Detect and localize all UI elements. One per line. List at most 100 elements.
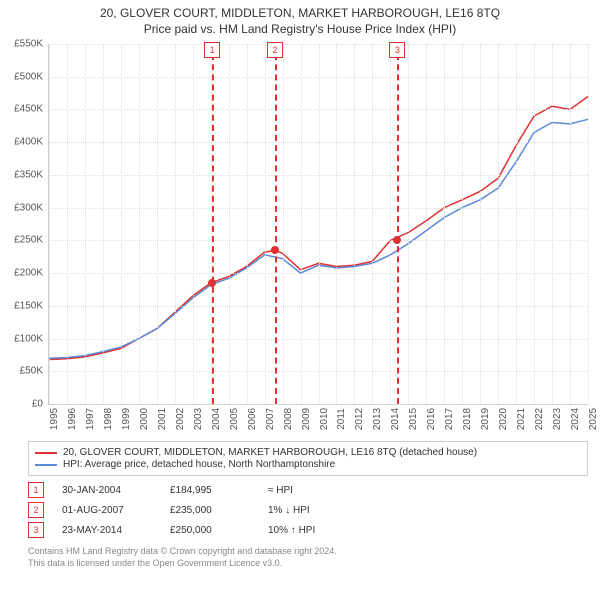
grid-line-v	[283, 44, 284, 404]
transaction-price: £235,000	[170, 505, 250, 516]
x-axis-label: 2017	[444, 408, 455, 430]
transaction-price: £184,995	[170, 485, 250, 496]
y-axis-label: £0	[1, 399, 43, 410]
grid-line-v	[319, 44, 320, 404]
transaction-badge: 2	[28, 502, 44, 518]
y-axis-label: £500K	[1, 71, 43, 82]
event-dot	[208, 279, 216, 287]
x-axis-label: 1995	[49, 408, 60, 430]
x-axis-label: 1998	[103, 408, 114, 430]
grid-line-v	[372, 44, 373, 404]
y-axis-label: £350K	[1, 169, 43, 180]
event-dot	[271, 246, 279, 254]
x-axis-label: 2015	[408, 408, 419, 430]
chart-title: 20, GLOVER COURT, MIDDLETON, MARKET HARB…	[0, 0, 600, 36]
x-axis-label: 2008	[283, 408, 294, 430]
title-subtitle: Price paid vs. HM Land Registry's House …	[0, 22, 600, 36]
y-axis-label: £200K	[1, 268, 43, 279]
transaction-date: 01-AUG-2007	[62, 505, 152, 516]
y-axis-label: £250K	[1, 235, 43, 246]
grid-line-v	[49, 44, 50, 404]
x-axis-label: 2001	[157, 408, 168, 430]
transaction-price: £250,000	[170, 525, 250, 536]
transaction-comparison: ≈ HPI	[268, 485, 358, 496]
y-axis-label: £50K	[1, 366, 43, 377]
x-axis-label: 2012	[354, 408, 365, 430]
grid-line-v	[534, 44, 535, 404]
legend-swatch	[35, 452, 57, 454]
transaction-date: 30-JAN-2004	[62, 485, 152, 496]
transaction-badge: 1	[28, 482, 44, 498]
legend-label: 20, GLOVER COURT, MIDDLETON, MARKET HARB…	[63, 447, 477, 458]
x-axis-label: 2025	[588, 408, 599, 430]
x-axis-label: 2011	[336, 408, 347, 430]
x-axis-label: 2006	[247, 408, 258, 430]
event-marker-line	[397, 44, 399, 404]
x-axis-label: 2007	[265, 408, 276, 430]
x-axis-label: 2018	[462, 408, 473, 430]
price-chart: £0£50K£100K£150K£200K£250K£300K£350K£400…	[48, 44, 588, 405]
y-axis-label: £400K	[1, 137, 43, 148]
grid-line-v	[336, 44, 337, 404]
grid-line-v	[229, 44, 230, 404]
x-axis-label: 2003	[193, 408, 204, 430]
grid-line-v	[157, 44, 158, 404]
grid-line-v	[85, 44, 86, 404]
x-axis-label: 2020	[498, 408, 509, 430]
x-axis-label: 2013	[372, 408, 383, 430]
transaction-comparison: 10% ↑ HPI	[268, 525, 358, 536]
x-axis-label: 1997	[85, 408, 96, 430]
x-axis-label: 2021	[516, 408, 527, 430]
grid-line-v	[67, 44, 68, 404]
grid-line-v	[444, 44, 445, 404]
grid-line-v	[426, 44, 427, 404]
x-axis-label: 2014	[390, 408, 401, 430]
x-axis-label: 2016	[426, 408, 437, 430]
transaction-row: 2 01-AUG-2007 £235,000 1% ↓ HPI	[28, 502, 588, 518]
transaction-comparison: 1% ↓ HPI	[268, 505, 358, 516]
title-address: 20, GLOVER COURT, MIDDLETON, MARKET HARB…	[0, 6, 600, 20]
transaction-date: 23-MAY-2014	[62, 525, 152, 536]
footer-line2: This data is licensed under the Open Gov…	[28, 558, 588, 570]
transaction-row: 1 30-JAN-2004 £184,995 ≈ HPI	[28, 482, 588, 498]
legend-swatch	[35, 464, 57, 466]
transaction-badge: 3	[28, 522, 44, 538]
event-marker-line	[275, 44, 277, 404]
legend-item: 20, GLOVER COURT, MIDDLETON, MARKET HARB…	[35, 447, 581, 458]
transactions-table: 1 30-JAN-2004 £184,995 ≈ HPI 2 01-AUG-2007 £23…	[28, 482, 588, 538]
grid-line-v	[408, 44, 409, 404]
y-axis-label: £450K	[1, 104, 43, 115]
y-axis-label: £300K	[1, 202, 43, 213]
event-badge: 1	[204, 42, 220, 58]
grid-line-v	[193, 44, 194, 404]
grid-line-v	[121, 44, 122, 404]
event-badge: 2	[267, 42, 283, 58]
event-badge: 3	[389, 42, 405, 58]
x-axis-label: 2023	[552, 408, 563, 430]
x-axis-label: 1996	[67, 408, 78, 430]
legend-label: HPI: Average price, detached house, Nort…	[63, 459, 335, 470]
grid-line-v	[247, 44, 248, 404]
y-axis-label: £550K	[1, 39, 43, 50]
y-axis-label: £100K	[1, 333, 43, 344]
x-axis-label: 2022	[534, 408, 545, 430]
grid-line-v	[552, 44, 553, 404]
grid-line-h	[49, 404, 588, 405]
x-axis-label: 2009	[301, 408, 312, 430]
grid-line-v	[390, 44, 391, 404]
grid-line-v	[462, 44, 463, 404]
event-marker-line	[212, 44, 214, 404]
grid-line-v	[301, 44, 302, 404]
grid-line-v	[498, 44, 499, 404]
x-axis-label: 2019	[480, 408, 491, 430]
legend: 20, GLOVER COURT, MIDDLETON, MARKET HARB…	[28, 441, 588, 476]
footer-attribution: Contains HM Land Registry data © Crown c…	[28, 546, 588, 569]
grid-line-v	[265, 44, 266, 404]
y-axis-label: £150K	[1, 300, 43, 311]
grid-line-v	[588, 44, 589, 404]
transaction-row: 3 23-MAY-2014 £250,000 10% ↑ HPI	[28, 522, 588, 538]
grid-line-v	[175, 44, 176, 404]
legend-item: HPI: Average price, detached house, Nort…	[35, 459, 581, 470]
grid-line-v	[480, 44, 481, 404]
grid-line-v	[103, 44, 104, 404]
